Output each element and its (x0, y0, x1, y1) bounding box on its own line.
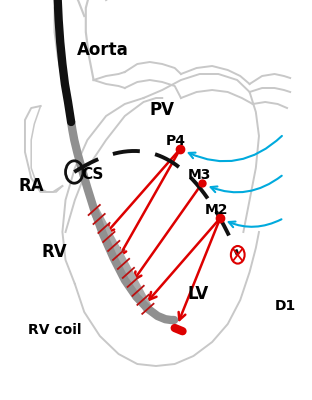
Text: M3: M3 (188, 168, 211, 182)
Text: P4: P4 (166, 134, 186, 148)
Text: LV: LV (188, 285, 209, 303)
Text: RV coil: RV coil (28, 323, 81, 337)
Text: Aorta: Aorta (77, 41, 129, 59)
Text: PV: PV (150, 101, 175, 119)
Text: RV: RV (42, 243, 67, 261)
Text: RA: RA (18, 177, 44, 195)
Text: CS: CS (81, 166, 103, 182)
Text: M2: M2 (204, 203, 228, 218)
Text: D1: D1 (275, 299, 296, 313)
